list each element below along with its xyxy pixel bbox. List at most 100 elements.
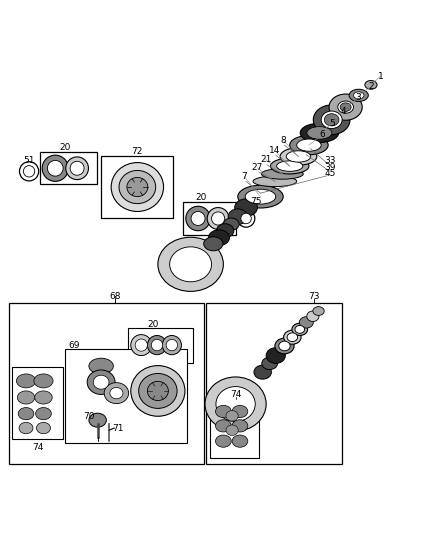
Bar: [183, 202, 237, 235]
Ellipse shape: [284, 330, 301, 344]
Ellipse shape: [307, 127, 332, 139]
Ellipse shape: [127, 177, 148, 197]
Ellipse shape: [307, 311, 319, 321]
Text: 70: 70: [83, 412, 95, 421]
Ellipse shape: [365, 80, 377, 89]
Text: 4: 4: [341, 107, 347, 116]
Ellipse shape: [139, 374, 177, 408]
Ellipse shape: [36, 422, 50, 434]
Text: 68: 68: [110, 292, 121, 301]
Ellipse shape: [254, 365, 272, 379]
Ellipse shape: [186, 206, 210, 231]
Ellipse shape: [207, 207, 229, 229]
Text: 45: 45: [325, 169, 336, 179]
Ellipse shape: [261, 169, 303, 179]
Text: 6: 6: [319, 130, 325, 139]
Bar: [40, 152, 97, 184]
Ellipse shape: [216, 386, 255, 422]
Text: 71: 71: [112, 424, 124, 433]
Ellipse shape: [238, 185, 283, 208]
Ellipse shape: [338, 101, 353, 113]
Ellipse shape: [300, 123, 339, 142]
Ellipse shape: [245, 189, 276, 204]
Ellipse shape: [70, 161, 84, 175]
Ellipse shape: [35, 391, 52, 404]
Ellipse shape: [162, 335, 181, 354]
Ellipse shape: [215, 405, 231, 417]
Text: 2: 2: [368, 82, 374, 91]
Bar: [9, 303, 204, 464]
Ellipse shape: [110, 387, 123, 399]
Text: 69: 69: [68, 342, 80, 351]
Ellipse shape: [66, 157, 88, 180]
Ellipse shape: [287, 333, 297, 342]
Ellipse shape: [290, 135, 328, 155]
Ellipse shape: [228, 209, 247, 224]
Ellipse shape: [340, 103, 351, 111]
Ellipse shape: [280, 148, 317, 165]
Ellipse shape: [47, 160, 63, 176]
Ellipse shape: [34, 374, 53, 388]
Text: 72: 72: [132, 147, 143, 156]
Ellipse shape: [16, 374, 35, 388]
Ellipse shape: [329, 94, 362, 120]
Bar: [12, 367, 63, 439]
Text: 27: 27: [252, 163, 263, 172]
Ellipse shape: [253, 176, 297, 187]
Ellipse shape: [215, 435, 231, 447]
Ellipse shape: [321, 111, 342, 128]
Text: 14: 14: [269, 146, 281, 155]
Text: 33: 33: [325, 156, 336, 165]
Ellipse shape: [17, 391, 35, 404]
Ellipse shape: [148, 335, 166, 354]
Text: 74: 74: [230, 390, 241, 399]
Ellipse shape: [131, 335, 152, 356]
Ellipse shape: [279, 341, 290, 351]
Text: 21: 21: [260, 155, 272, 164]
Text: 20: 20: [148, 320, 159, 329]
Text: 7: 7: [241, 172, 247, 181]
Ellipse shape: [324, 114, 339, 126]
Ellipse shape: [275, 338, 294, 354]
Text: 8: 8: [281, 136, 286, 146]
Ellipse shape: [19, 422, 33, 434]
Ellipse shape: [135, 339, 148, 351]
Ellipse shape: [266, 348, 286, 364]
Ellipse shape: [204, 237, 223, 251]
Text: 20: 20: [60, 143, 71, 152]
Ellipse shape: [166, 340, 177, 351]
Ellipse shape: [208, 230, 230, 246]
Ellipse shape: [241, 213, 251, 224]
Ellipse shape: [158, 237, 223, 292]
Ellipse shape: [295, 326, 304, 333]
Ellipse shape: [205, 377, 266, 431]
Bar: [206, 303, 342, 464]
Ellipse shape: [292, 323, 307, 335]
Ellipse shape: [232, 435, 248, 447]
Ellipse shape: [104, 383, 129, 403]
Text: 39: 39: [325, 163, 336, 172]
Ellipse shape: [226, 425, 238, 435]
Text: 3: 3: [355, 93, 361, 102]
Ellipse shape: [235, 199, 258, 216]
Bar: [65, 349, 187, 443]
Ellipse shape: [353, 92, 364, 99]
Ellipse shape: [297, 139, 321, 151]
Text: 1: 1: [378, 71, 383, 80]
Text: 73: 73: [308, 292, 320, 301]
Text: 20: 20: [196, 192, 207, 201]
Ellipse shape: [215, 420, 231, 432]
Ellipse shape: [89, 358, 113, 374]
Ellipse shape: [131, 366, 185, 416]
Ellipse shape: [313, 306, 324, 316]
Ellipse shape: [18, 408, 34, 420]
Text: 5: 5: [330, 119, 336, 128]
Ellipse shape: [87, 370, 115, 394]
Ellipse shape: [191, 212, 205, 225]
Ellipse shape: [212, 212, 225, 225]
Bar: [128, 328, 193, 362]
Ellipse shape: [271, 158, 309, 174]
Ellipse shape: [35, 408, 51, 420]
Ellipse shape: [277, 161, 303, 171]
Ellipse shape: [232, 420, 248, 432]
